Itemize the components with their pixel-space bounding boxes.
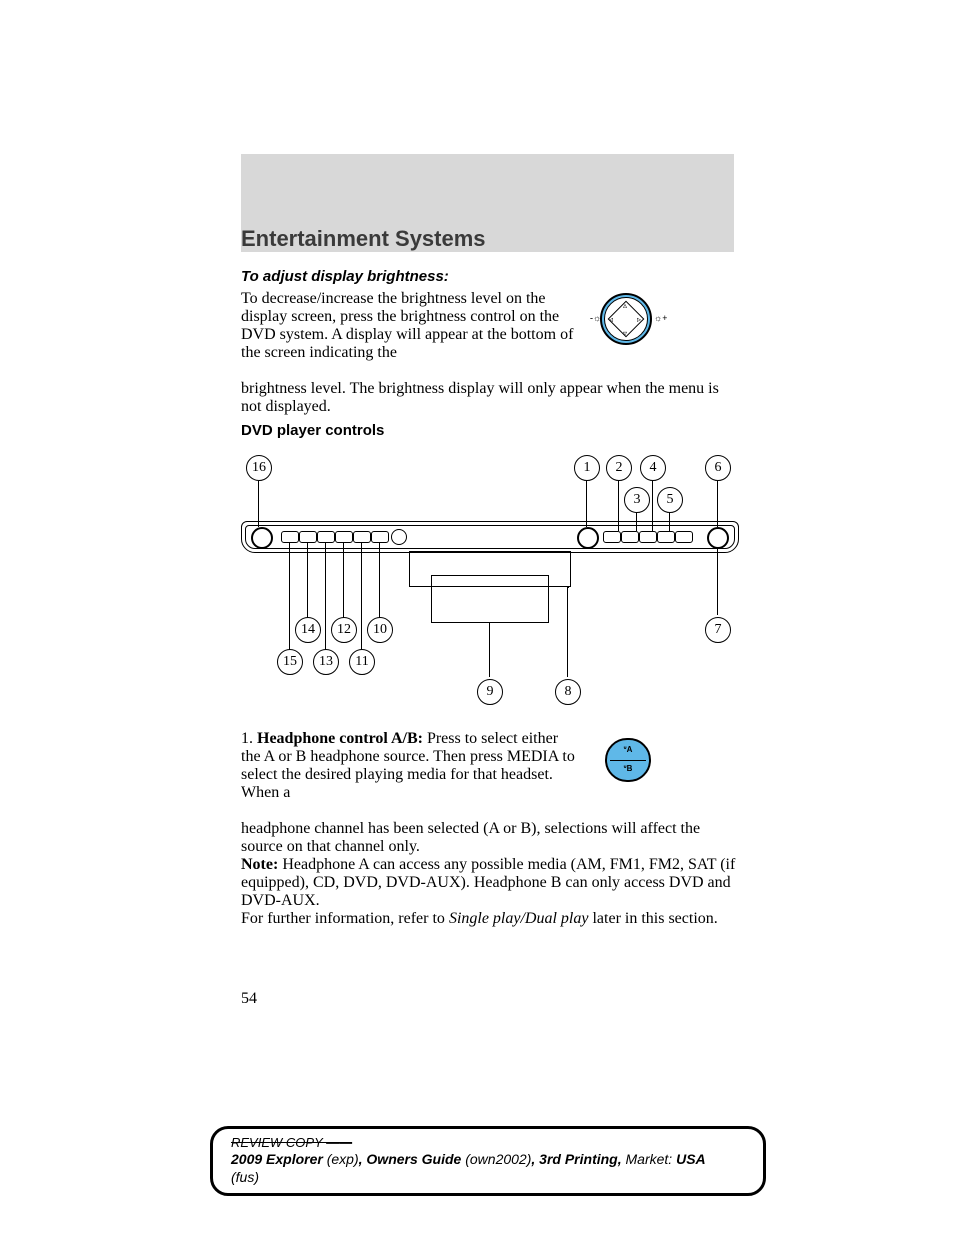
callout-5: 5 xyxy=(657,487,683,513)
callout-6: 6 xyxy=(705,455,731,481)
headphone-a-label: ᐡA xyxy=(607,745,649,754)
footer-guide: , Owners Guide xyxy=(359,1151,462,1167)
dvd-player-diagram: 16 1 2 4 6 3 5 14 12 10 15 13 xyxy=(241,445,741,705)
para-brightness-2: brightness level. The brightness display… xyxy=(241,380,741,416)
footer-exp: (exp) xyxy=(323,1151,359,1167)
callout-14: 14 xyxy=(295,617,321,643)
para4-italic: Single play/Dual play xyxy=(449,910,589,927)
footer-model: 2009 Explorer xyxy=(231,1151,323,1167)
item1-number: 1. xyxy=(241,730,257,747)
footer-printing: , 3rd Printing, xyxy=(531,1151,621,1167)
callout-12: 12 xyxy=(331,617,357,643)
item1-continuation: headphone channel has been selected (A o… xyxy=(241,820,741,856)
footer-market: USA xyxy=(676,1151,706,1167)
callout-7: 7 xyxy=(705,617,731,643)
callout-2: 2 xyxy=(606,455,632,481)
footer-own: (own2002) xyxy=(461,1151,531,1167)
headphone-ab-icon: ᐡA ᐡB xyxy=(605,738,651,782)
item1-title: Headphone control A/B: xyxy=(257,730,423,747)
item1-paragraph: 1. Headphone control A/B: Press to selec… xyxy=(241,730,581,802)
callout-8: 8 xyxy=(555,679,581,705)
para4-b: later in this section. xyxy=(588,910,717,927)
note-text: Headphone A can access any possible medi… xyxy=(241,856,735,909)
footer-fus: (fus) xyxy=(231,1169,259,1185)
page-number: 54 xyxy=(241,990,257,1008)
footer-market-label: Market: xyxy=(622,1151,676,1167)
callout-3: 3 xyxy=(624,487,650,513)
callout-15: 15 xyxy=(277,649,303,675)
callout-11: 11 xyxy=(349,649,375,675)
para-brightness-1: To decrease/increase the brightness leve… xyxy=(241,290,581,362)
footer-review-copy: REVIEW COPY —— xyxy=(231,1135,745,1150)
brightness-control-icon: ▵ ▿ ◃ ▹ -☼ ☼+ xyxy=(600,293,652,345)
further-info-paragraph: For further information, refer to Single… xyxy=(241,910,741,928)
callout-13: 13 xyxy=(313,649,339,675)
headphone-b-label: ᐡB xyxy=(607,764,649,773)
callout-4: 4 xyxy=(640,455,666,481)
callout-9: 9 xyxy=(477,679,503,705)
callout-10: 10 xyxy=(367,617,393,643)
subhead-brightness: To adjust display brightness: xyxy=(241,268,449,285)
subhead-dvd-controls: DVD player controls xyxy=(241,422,384,439)
section-title: Entertainment Systems xyxy=(241,226,486,252)
footer-box: REVIEW COPY —— 2009 Explorer (exp), Owne… xyxy=(210,1126,766,1196)
callout-16: 16 xyxy=(246,455,272,481)
note-paragraph: Note: Headphone A can access any possibl… xyxy=(241,856,741,910)
note-label: Note: xyxy=(241,856,278,873)
para4-a: For further information, refer to xyxy=(241,910,449,927)
footer-line: 2009 Explorer (exp), Owners Guide (own20… xyxy=(231,1150,745,1186)
callout-1: 1 xyxy=(574,455,600,481)
